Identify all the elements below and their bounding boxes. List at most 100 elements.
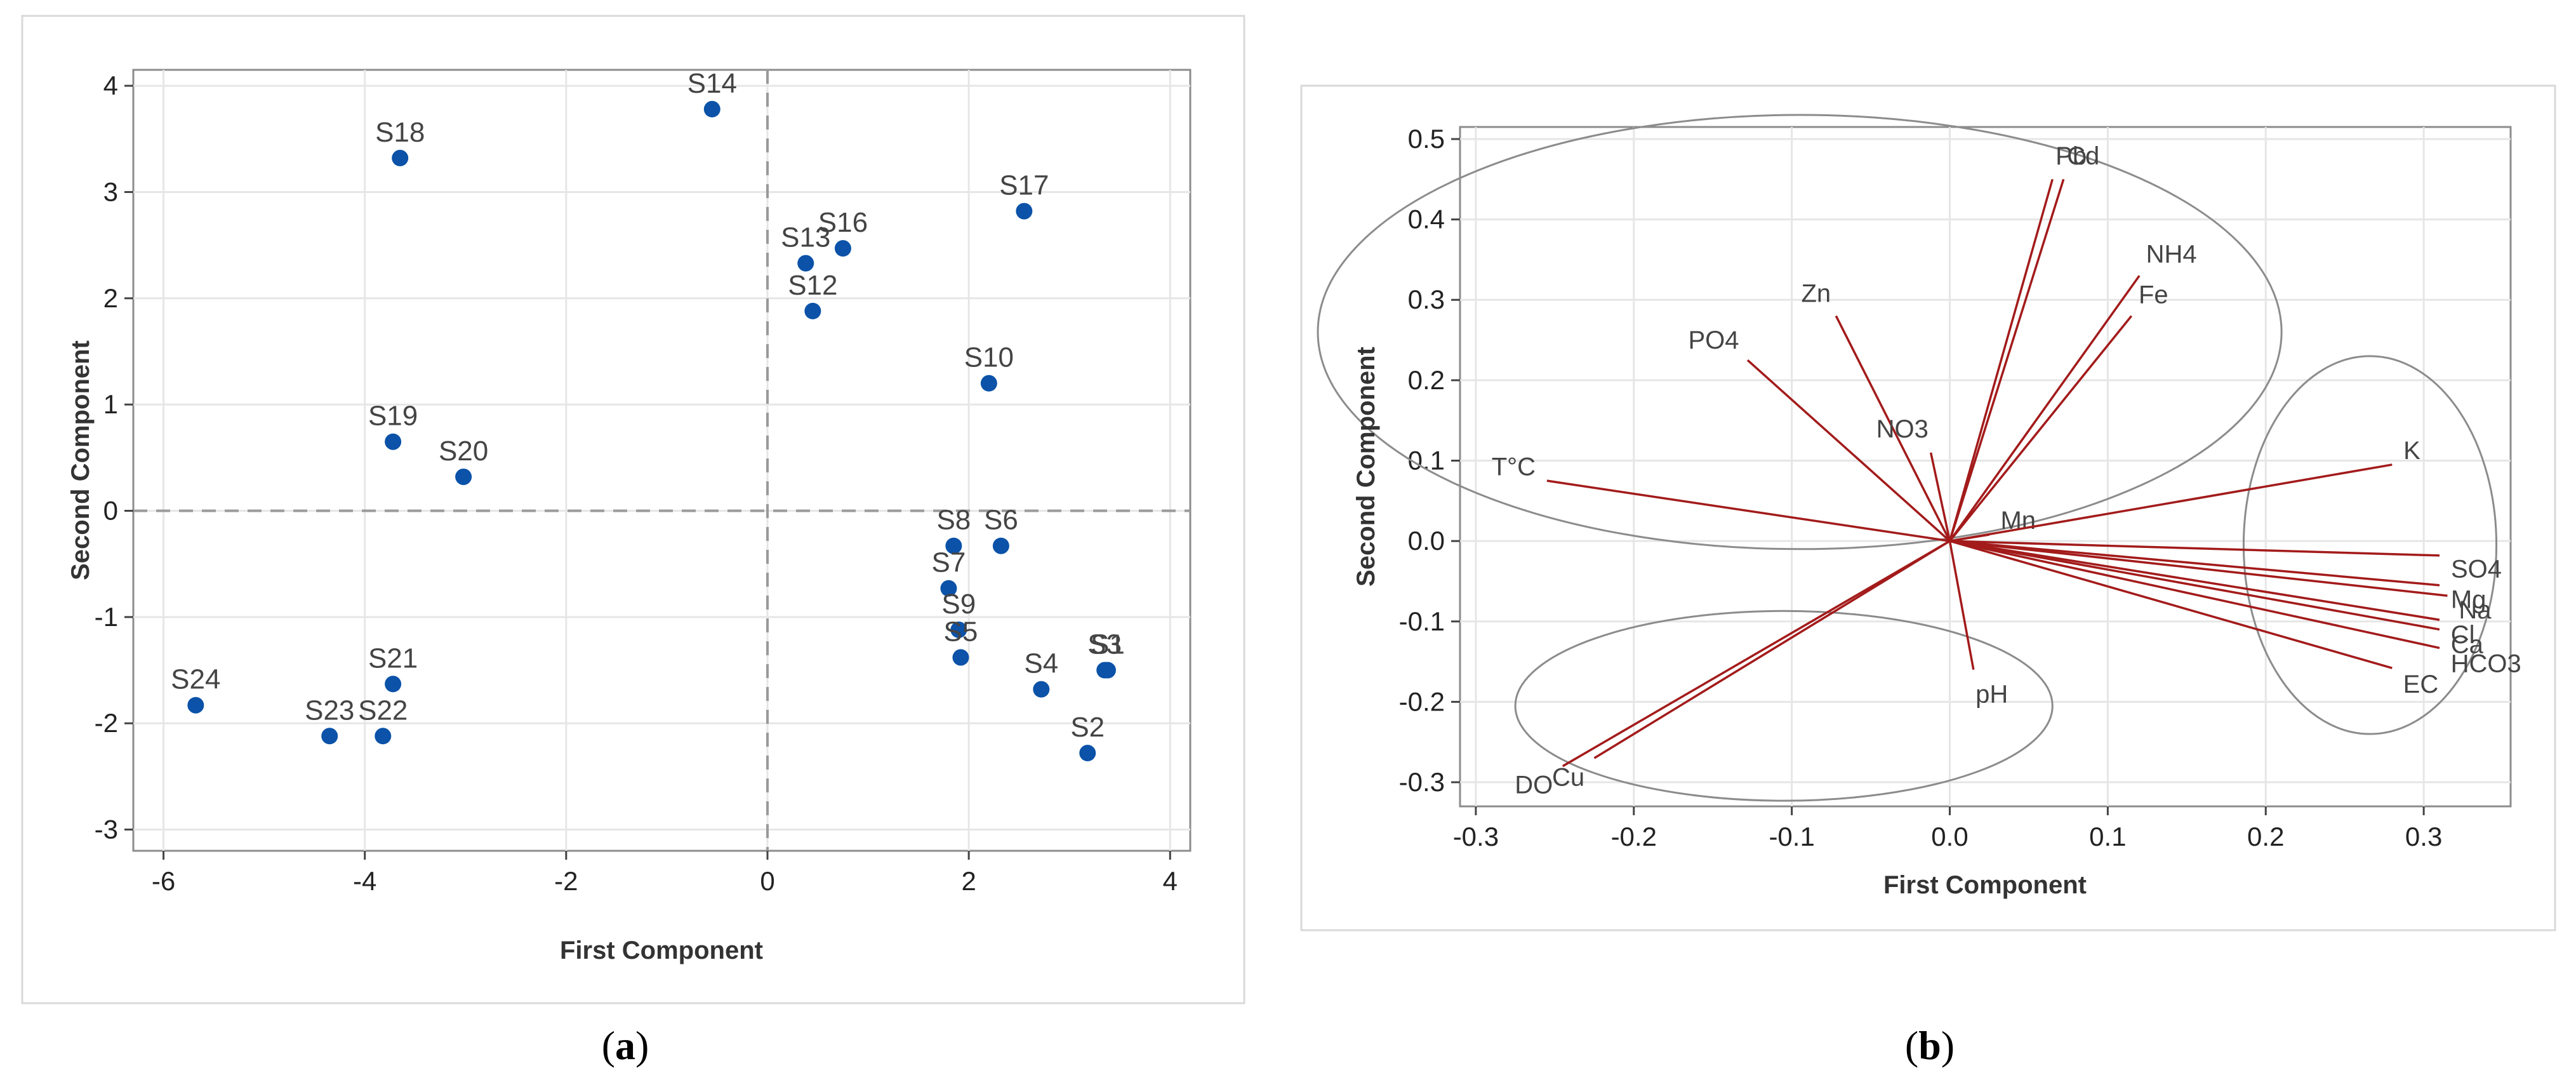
x-tick-label: 0.3	[2405, 822, 2442, 851]
x-tick-label: -0.1	[1769, 822, 1814, 851]
loading-vector	[1546, 479, 1950, 542]
loading-vector	[1948, 178, 2054, 542]
y-tick-label: 4	[103, 70, 118, 100]
loading-vector	[1949, 540, 2440, 621]
panel-b-plot-area	[1459, 126, 2512, 808]
panel-b-caption: (b)	[1905, 1023, 1955, 1068]
point-label: S10	[964, 342, 1014, 373]
point-marker	[945, 537, 962, 554]
point-marker	[1079, 745, 1096, 762]
y-tick-label: 0.0	[1408, 526, 1445, 556]
loading-vector	[1949, 315, 2133, 542]
x-tick-label: -0.3	[1453, 822, 1499, 851]
loading-label: Fe	[2139, 281, 2168, 309]
loading-vector	[1949, 275, 2141, 542]
point-marker	[321, 728, 338, 745]
x-tick-label: 4	[1163, 866, 1178, 896]
x-tick-label: 0.2	[2247, 822, 2284, 851]
point-label: S9	[941, 589, 976, 620]
loading-vector	[1948, 540, 1975, 670]
point-label: S24	[171, 664, 220, 695]
point-label: S18	[375, 117, 425, 148]
loading-label: Mg	[2451, 585, 2486, 613]
point-label: S19	[368, 401, 418, 432]
x-tick-label: 0.0	[1931, 822, 1968, 851]
y-tick-label: -3	[95, 815, 118, 844]
biplot-panel: -0.3 -0.2 -0.1 0.0 0.1 0.2 0.3 -0.3 -0.2 -0.1 0.0…	[1300, 84, 2556, 931]
panel-a-plot-area	[132, 69, 1192, 852]
x-tick-label: -0.2	[1611, 822, 1657, 851]
cluster-ellipse	[1514, 610, 2054, 802]
loading-label: Ca	[2451, 631, 2484, 659]
y-tick-label: 1	[103, 389, 118, 419]
loading-vector	[1929, 452, 1951, 542]
loading-vector	[1948, 178, 2065, 542]
panel-a-y-ticks: -3 -2 -1 0 1 2 3 4	[95, 70, 133, 844]
y-tick-label: 2	[103, 283, 118, 313]
point-label: S16	[818, 207, 868, 238]
loading-label: Cd	[2067, 142, 2099, 170]
y-tick-label: -0.1	[1399, 606, 1445, 636]
panel-a-caption-letter: a	[615, 1023, 635, 1068]
loading-vector	[1949, 540, 2448, 597]
loading-vector	[1949, 540, 2440, 557]
loading-label: pH	[1975, 680, 2008, 708]
panel-b-gridlines	[1460, 127, 2511, 806]
point-label: S5	[944, 616, 978, 647]
loading-label: HCO3	[2451, 650, 2521, 677]
loading-vector	[1949, 540, 2440, 650]
x-tick-label: 0.1	[2089, 822, 2126, 851]
point-marker	[187, 697, 204, 714]
panel-b-loading-vectors: PbCdNH4FeZnPO4NO3T°CMnKSO4MgNaClCaHCO3EC…	[1492, 142, 2521, 799]
point-marker	[703, 100, 720, 117]
point-label: S7	[932, 547, 966, 578]
loading-label: Pb	[2055, 142, 2087, 170]
panel-b-x-ticks: -0.3 -0.2 -0.1 0.0 0.1 0.2 0.3	[1453, 806, 2442, 851]
loading-label: T°C	[1492, 453, 1536, 481]
point-marker	[385, 676, 402, 693]
loading-label: DO	[1515, 771, 1553, 799]
panel-b-caption-letter: b	[1918, 1023, 1941, 1068]
y-tick-label: -2	[95, 708, 118, 738]
point-label: S20	[439, 436, 488, 467]
y-tick-label: 0.1	[1408, 446, 1445, 476]
x-tick-label: 0	[760, 866, 774, 896]
point-marker	[992, 537, 1009, 554]
point-marker	[980, 375, 997, 392]
panel-a-y-axis-title: Second Component	[67, 340, 95, 580]
loading-label: Na	[2459, 596, 2492, 624]
point-label: S1	[1091, 629, 1125, 660]
loading-vector	[1949, 540, 2440, 587]
point-marker	[455, 468, 472, 485]
loading-label: NO3	[1876, 415, 1929, 443]
panel-b-y-ticks: -0.3 -0.2 -0.1 0.0 0.1 0.2 0.3 0.4 0.5	[1399, 124, 1460, 797]
point-label: S3	[1087, 629, 1122, 660]
loading-label: Zn	[1802, 280, 1831, 308]
point-label: S4	[1024, 648, 1058, 679]
point-marker	[1016, 203, 1033, 220]
loading-vector	[1835, 315, 1951, 542]
x-tick-label: -4	[353, 866, 376, 896]
point-label: S22	[358, 695, 408, 726]
point-label: S2	[1070, 712, 1105, 743]
x-tick-label: 2	[961, 866, 976, 896]
loading-vector	[1949, 540, 2393, 669]
y-tick-label: 3	[103, 177, 118, 206]
point-label: S13	[781, 222, 830, 253]
panel-a-reference-lines	[133, 70, 1190, 851]
loading-vector	[1949, 463, 2393, 542]
point-label: S21	[368, 643, 418, 674]
loading-label: NH4	[2146, 241, 2197, 269]
loading-label: Cu	[1552, 763, 1584, 791]
point-marker	[375, 728, 392, 745]
loading-label: EC	[2403, 670, 2439, 698]
y-tick-label: 0.2	[1408, 365, 1445, 395]
loading-label: K	[2403, 437, 2420, 465]
point-marker	[940, 580, 957, 597]
point-label: S14	[687, 68, 737, 99]
x-tick-label: -2	[554, 866, 578, 896]
cluster-ellipse	[2242, 355, 2498, 735]
loading-vector	[1949, 540, 2440, 631]
panel-b-cluster-ellipses	[1317, 114, 2498, 802]
